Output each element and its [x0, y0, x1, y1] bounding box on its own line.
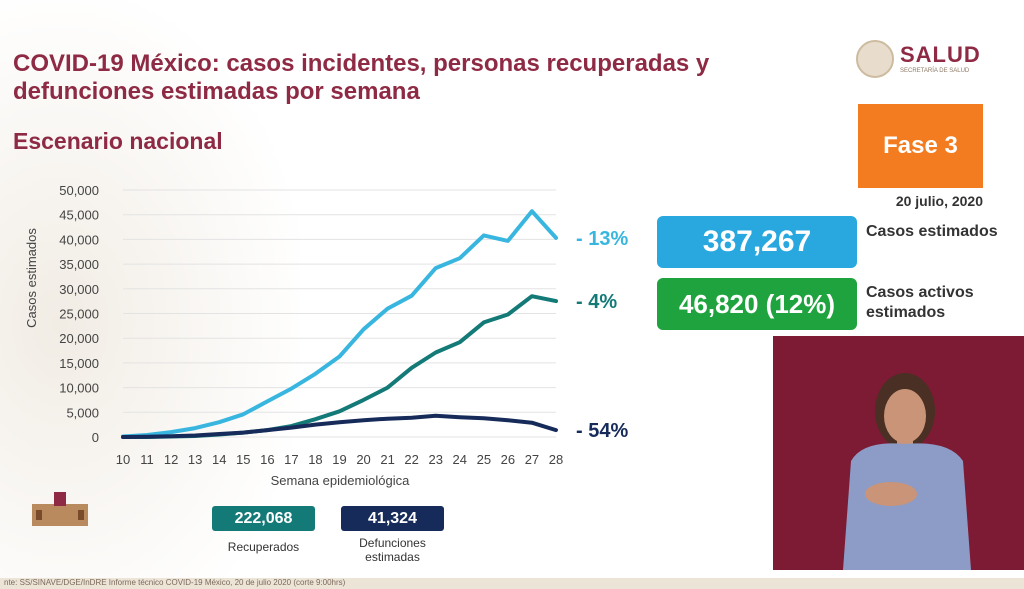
- x-tick-label: 12: [164, 452, 178, 467]
- y-tick-label: 0: [92, 430, 99, 445]
- y-tick-label: 25,000: [59, 307, 99, 322]
- logo-name: SALUD: [900, 42, 981, 67]
- deaths-badge: 41,324: [341, 506, 444, 531]
- x-tick-label: 14: [212, 452, 226, 467]
- sign-language-interpreter-video: [773, 336, 1024, 570]
- estimated-cases-label: Casos estimados: [866, 223, 998, 240]
- x-tick-label: 28: [549, 452, 563, 467]
- y-tick-label: 10,000: [59, 381, 99, 396]
- x-tick-label: 23: [428, 452, 442, 467]
- x-tick-label: 27: [525, 452, 539, 467]
- x-tick-label: 19: [332, 452, 346, 467]
- estimated-cases-value: 387,267: [657, 216, 857, 268]
- x-tick-label: 24: [453, 452, 467, 467]
- phase-badge: Fase 3: [858, 104, 983, 188]
- x-tick-label: 15: [236, 452, 250, 467]
- interpreter-figure: [843, 373, 971, 570]
- page-subtitle: Escenario nacional: [13, 128, 223, 154]
- x-axis-label: Semana epidemiológica: [271, 473, 411, 488]
- logo-subtitle: SECRETARÍA DE SALUD: [900, 68, 970, 74]
- series-annotation-deaths: - 54%: [576, 420, 628, 442]
- y-tick-label: 50,000: [59, 183, 99, 198]
- cases-line-chart: 0 5,000 10,000 15,000 20,000 25,000 30,000 35,0…: [24, 183, 628, 488]
- page-title: COVID-19 México: casos incidentes, perso…: [13, 50, 710, 105]
- y-axis-label: Casos estimados: [24, 228, 39, 328]
- footer-source: nte: SS/SINAVE/DGE/InDRE Informe técnico…: [4, 578, 346, 587]
- y-tick-label: 40,000: [59, 232, 99, 247]
- footer-strip: nte: SS/SINAVE/DGE/InDRE Informe técnico…: [0, 578, 1024, 589]
- y-tick-label: 45,000: [59, 208, 99, 223]
- active-cases-value: 46,820 (12%): [657, 278, 857, 330]
- y-tick-label: 20,000: [59, 331, 99, 346]
- x-tick-label: 20: [356, 452, 370, 467]
- x-tick-label: 10: [116, 452, 130, 467]
- series-line-recovered: [121, 294, 558, 439]
- x-tick-label: 21: [380, 452, 394, 467]
- series-lines: [121, 209, 558, 439]
- chart-grid: [123, 189, 556, 438]
- x-axis-ticks: 10 11 12 13 14 15 16 17 18 19 20 21 22 23 24 25 26 27 28: [116, 452, 563, 467]
- y-tick-label: 30,000: [59, 282, 99, 297]
- seal-icon: [856, 40, 894, 78]
- series-annotation-recovered: - 4%: [576, 291, 617, 313]
- x-tick-label: 18: [308, 452, 322, 467]
- series-line-cases: [121, 209, 558, 439]
- x-tick-label: 13: [188, 452, 202, 467]
- building-illustration-icon: [32, 492, 88, 526]
- recovered-badge: 222,068: [212, 506, 315, 531]
- x-tick-label: 22: [404, 452, 418, 467]
- x-tick-label: 25: [477, 452, 491, 467]
- active-cases-label: Casos activos estimados: [866, 284, 974, 321]
- y-tick-label: 35,000: [59, 257, 99, 272]
- y-axis-ticks: 0 5,000 10,000 15,000 20,000 25,000 30,000 35,0…: [59, 183, 99, 445]
- x-tick-label: 17: [284, 452, 298, 467]
- y-tick-label: 5,000: [66, 405, 99, 420]
- x-tick-label: 26: [501, 452, 515, 467]
- report-date: 20 julio, 2020: [895, 193, 983, 209]
- x-tick-label: 16: [260, 452, 274, 467]
- background-decoration: [0, 0, 300, 589]
- recovered-label: Recuperados: [227, 540, 300, 554]
- series-annotations: - 13% - 4% - 54%: [576, 228, 628, 442]
- deaths-label: Defunciones estimadas: [359, 536, 426, 564]
- x-tick-label: 11: [140, 452, 154, 467]
- series-line-deaths: [121, 413, 558, 439]
- series-annotation-cases: - 13%: [576, 228, 628, 250]
- y-tick-label: 15,000: [59, 356, 99, 371]
- salud-logo: SALUD SECRETARÍA DE SALUD: [856, 40, 986, 80]
